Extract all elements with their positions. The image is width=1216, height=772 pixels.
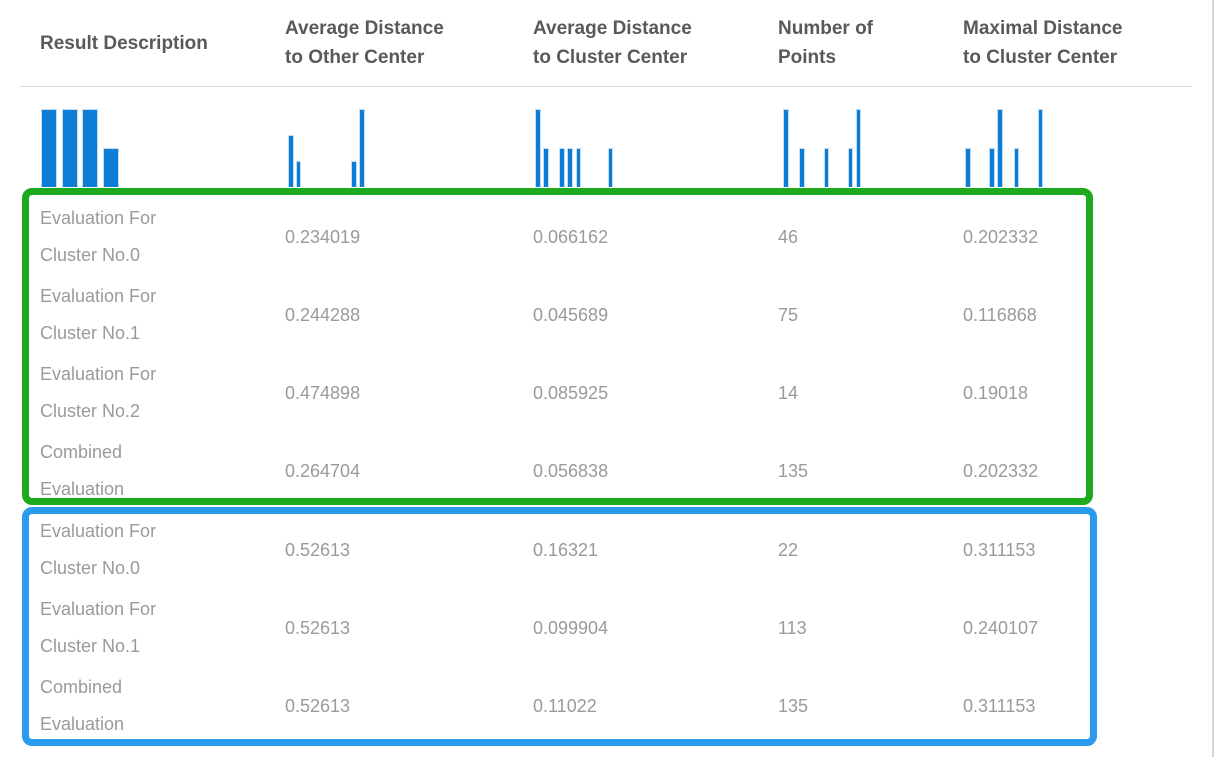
- histogram-bar: [965, 148, 971, 187]
- column-header-max-distance-cluster-center: Maximal Distance to Cluster Center: [963, 18, 1123, 68]
- max-distance-cluster-center-cell: 0.240107: [963, 617, 1039, 638]
- number-of-points-cell: 46: [778, 226, 799, 247]
- number-of-points-cell: 113: [778, 617, 807, 638]
- avg-distance-other-center-cell: 0.264704: [285, 460, 361, 481]
- avg-distance-cluster-center-cell: 0.11022: [533, 695, 597, 716]
- avg-distance-other-center-cell: 0.234019: [285, 226, 361, 247]
- blue-annotation-box: [22, 507, 1097, 746]
- column-histogram-sparkline[interactable]: [41, 109, 124, 187]
- number-of-points-cell: 75: [778, 304, 799, 325]
- column-header-avg-distance-other-center: Average Distance to Other Center: [285, 18, 444, 68]
- result-description-cell: Combined Evaluation: [40, 442, 125, 499]
- max-distance-cluster-center-cell: 0.19018: [963, 382, 1029, 403]
- max-distance-cluster-center-cell: 0.116868: [963, 304, 1037, 325]
- avg-distance-cluster-center-cell: 0.056838: [533, 460, 609, 481]
- histogram-bar: [847, 148, 854, 187]
- green-annotation-box: [22, 188, 1093, 505]
- histogram-bar: [543, 148, 549, 187]
- number-of-points-cell: 22: [778, 539, 799, 560]
- max-distance-cluster-center-cell: 0.202332: [963, 460, 1039, 481]
- histogram-bar: [1037, 109, 1044, 187]
- column-header-avg-distance-cluster-center: Average Distance to Cluster Center: [533, 18, 692, 68]
- histogram-bar: [1013, 148, 1020, 187]
- histogram-bar: [535, 109, 541, 187]
- histogram-bar: [351, 161, 357, 187]
- avg-distance-cluster-center-cell: 0.085925: [533, 382, 609, 403]
- table-row: Combined Evaluation 0.264704 0.056838 13…: [0, 432, 1216, 510]
- number-of-points-cell: 135: [778, 460, 809, 481]
- histogram-bar: [559, 148, 565, 187]
- histogram-bar: [823, 148, 829, 187]
- result-description-cell: Evaluation For Cluster No.2: [40, 364, 157, 421]
- avg-distance-other-center-cell: 0.474898: [285, 382, 361, 403]
- histogram-bar: [989, 148, 995, 187]
- column-histogram-sparkline[interactable]: [535, 109, 616, 187]
- result-description-cell: Combined Evaluation: [40, 677, 125, 734]
- table-row: Evaluation For Cluster No.1 0.244288 0.0…: [0, 276, 1216, 354]
- max-distance-cluster-center-cell: 0.202332: [963, 226, 1039, 247]
- histogram-bar: [567, 148, 573, 187]
- number-of-points-cell: 14: [778, 382, 799, 403]
- histogram-bar: [103, 148, 120, 187]
- column-header-number-of-points: Number of Points: [778, 18, 873, 68]
- result-description-cell: Evaluation For Cluster No.0: [40, 208, 157, 265]
- histogram-bar: [799, 148, 805, 187]
- table-row: Evaluation For Cluster No.0 0.234019 0.0…: [0, 198, 1216, 276]
- result-description-cell: Evaluation For Cluster No.1: [40, 286, 157, 343]
- column-header-result-description: Result Description: [40, 32, 208, 54]
- avg-distance-other-center-cell: 0.52613: [285, 617, 351, 638]
- histogram-bar: [575, 148, 581, 187]
- result-description-cell: Evaluation For Cluster No.0: [40, 521, 157, 578]
- histogram-bar: [41, 109, 57, 187]
- panel-right-border: [1212, 0, 1214, 757]
- table-row: Combined Evaluation 0.52613 0.11022 135 …: [0, 667, 1216, 745]
- histogram-bar: [783, 109, 789, 187]
- histogram-bar: [359, 109, 365, 187]
- avg-distance-cluster-center-cell: 0.066162: [533, 226, 609, 247]
- histogram-bar: [607, 148, 614, 187]
- table-row: Evaluation For Cluster No.1 0.52613 0.09…: [0, 589, 1216, 667]
- column-histogram-sparkline[interactable]: [288, 109, 367, 187]
- table-row: Evaluation For Cluster No.0 0.52613 0.16…: [0, 511, 1216, 589]
- max-distance-cluster-center-cell: 0.311153: [963, 695, 1036, 716]
- avg-distance-other-center-cell: 0.244288: [285, 304, 361, 325]
- histogram-bar: [288, 135, 294, 187]
- histogram-bar: [61, 109, 78, 187]
- max-distance-cluster-center-cell: 0.311153: [963, 539, 1036, 560]
- avg-distance-other-center-cell: 0.52613: [285, 695, 351, 716]
- histogram-bar: [82, 109, 99, 187]
- column-histogram-sparkline[interactable]: [965, 109, 1046, 187]
- header-divider: [20, 86, 1192, 87]
- histogram-bar: [295, 161, 302, 187]
- avg-distance-cluster-center-cell: 0.099904: [533, 617, 609, 638]
- table-row: Evaluation For Cluster No.2 0.474898 0.0…: [0, 354, 1216, 432]
- number-of-points-cell: 135: [778, 695, 809, 716]
- histogram-bar: [997, 109, 1003, 187]
- avg-distance-cluster-center-cell: 0.045689: [533, 304, 609, 325]
- column-histogram-sparkline[interactable]: [783, 109, 864, 187]
- avg-distance-cluster-center-cell: 0.16321: [533, 539, 599, 560]
- result-description-cell: Evaluation For Cluster No.1: [40, 599, 157, 656]
- histogram-bar: [855, 109, 862, 187]
- avg-distance-other-center-cell: 0.52613: [285, 539, 351, 560]
